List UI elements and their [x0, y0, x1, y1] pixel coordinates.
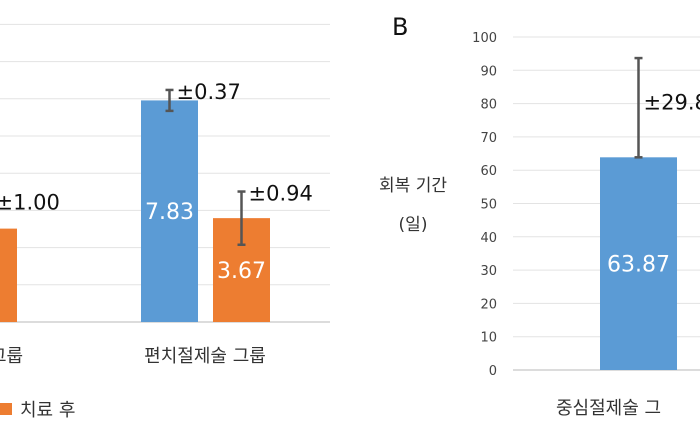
panel-b-y-tick-label: 0	[489, 364, 497, 379]
panel-b-y-tick-label: 40	[480, 231, 497, 246]
panel-b-category-label-1: 중심절제술 그	[556, 398, 661, 419]
panel-b-y-tick-label: 30	[480, 264, 497, 279]
panel-b-y-tick-label: 80	[480, 98, 497, 113]
panel-b-error-label: ±29.8	[644, 91, 700, 115]
panel-b: B 회복 기간 (일) 0 10 20 30 40 50 60 70 80 90 100 ±29.8…	[379, 13, 700, 419]
panel-b-letter: B	[392, 13, 408, 41]
panel-b-y-axis-label-line2: (일)	[399, 215, 428, 235]
panel-b-y-tick-label: 10	[480, 331, 497, 346]
panel-b-y-tick-label: 70	[480, 131, 497, 146]
panel-a-bars: ±0.37 7.83 ±1.00 ±0.94 3.67	[0, 80, 313, 322]
panel-b-y-ticks: 0 10 20 30 40 50 60 70 80 90 100	[472, 31, 497, 379]
panel-b-value-label: 63.87	[607, 253, 670, 278]
panel-b-y-tick-label: 50	[480, 198, 497, 213]
panel-b-y-tick-label: 100	[472, 31, 497, 46]
panel-a-value-label: 3.67	[217, 259, 266, 284]
panel-a-value-label: 7.83	[145, 200, 194, 225]
panel-b-y-tick-label: 90	[480, 64, 497, 79]
panel-b-y-tick-label: 60	[480, 164, 497, 179]
panel-b-y-axis-label-line1: 회복 기간	[379, 176, 447, 196]
legend-label-after-treatment: 치료 후	[20, 400, 75, 421]
panel-a-category-label-2: 편치절제술 그룹	[144, 346, 266, 367]
panel-b-bar-1	[600, 157, 677, 370]
panel-a-error-label: ±0.37	[177, 80, 241, 104]
panel-a-legend: 치료 후	[0, 400, 75, 421]
panel-a-bar-before-2	[141, 100, 198, 322]
panel-b-y-tick-label: 20	[480, 297, 497, 312]
panel-a-error-label: ±0.94	[249, 182, 313, 206]
panel-a-error-label: ±1.00	[0, 190, 60, 214]
legend-swatch-after-treatment	[0, 403, 12, 415]
panel-a: ±0.37 7.83 ±1.00 ±0.94 3.67 그룹 편치절제술 그룹 치료 후	[0, 23, 330, 421]
panel-a-category-label-1: 그룹	[0, 346, 23, 367]
panel-a-bar-after-1	[0, 228, 17, 322]
panel-b-bars: ±29.8 63.87	[600, 56, 700, 370]
